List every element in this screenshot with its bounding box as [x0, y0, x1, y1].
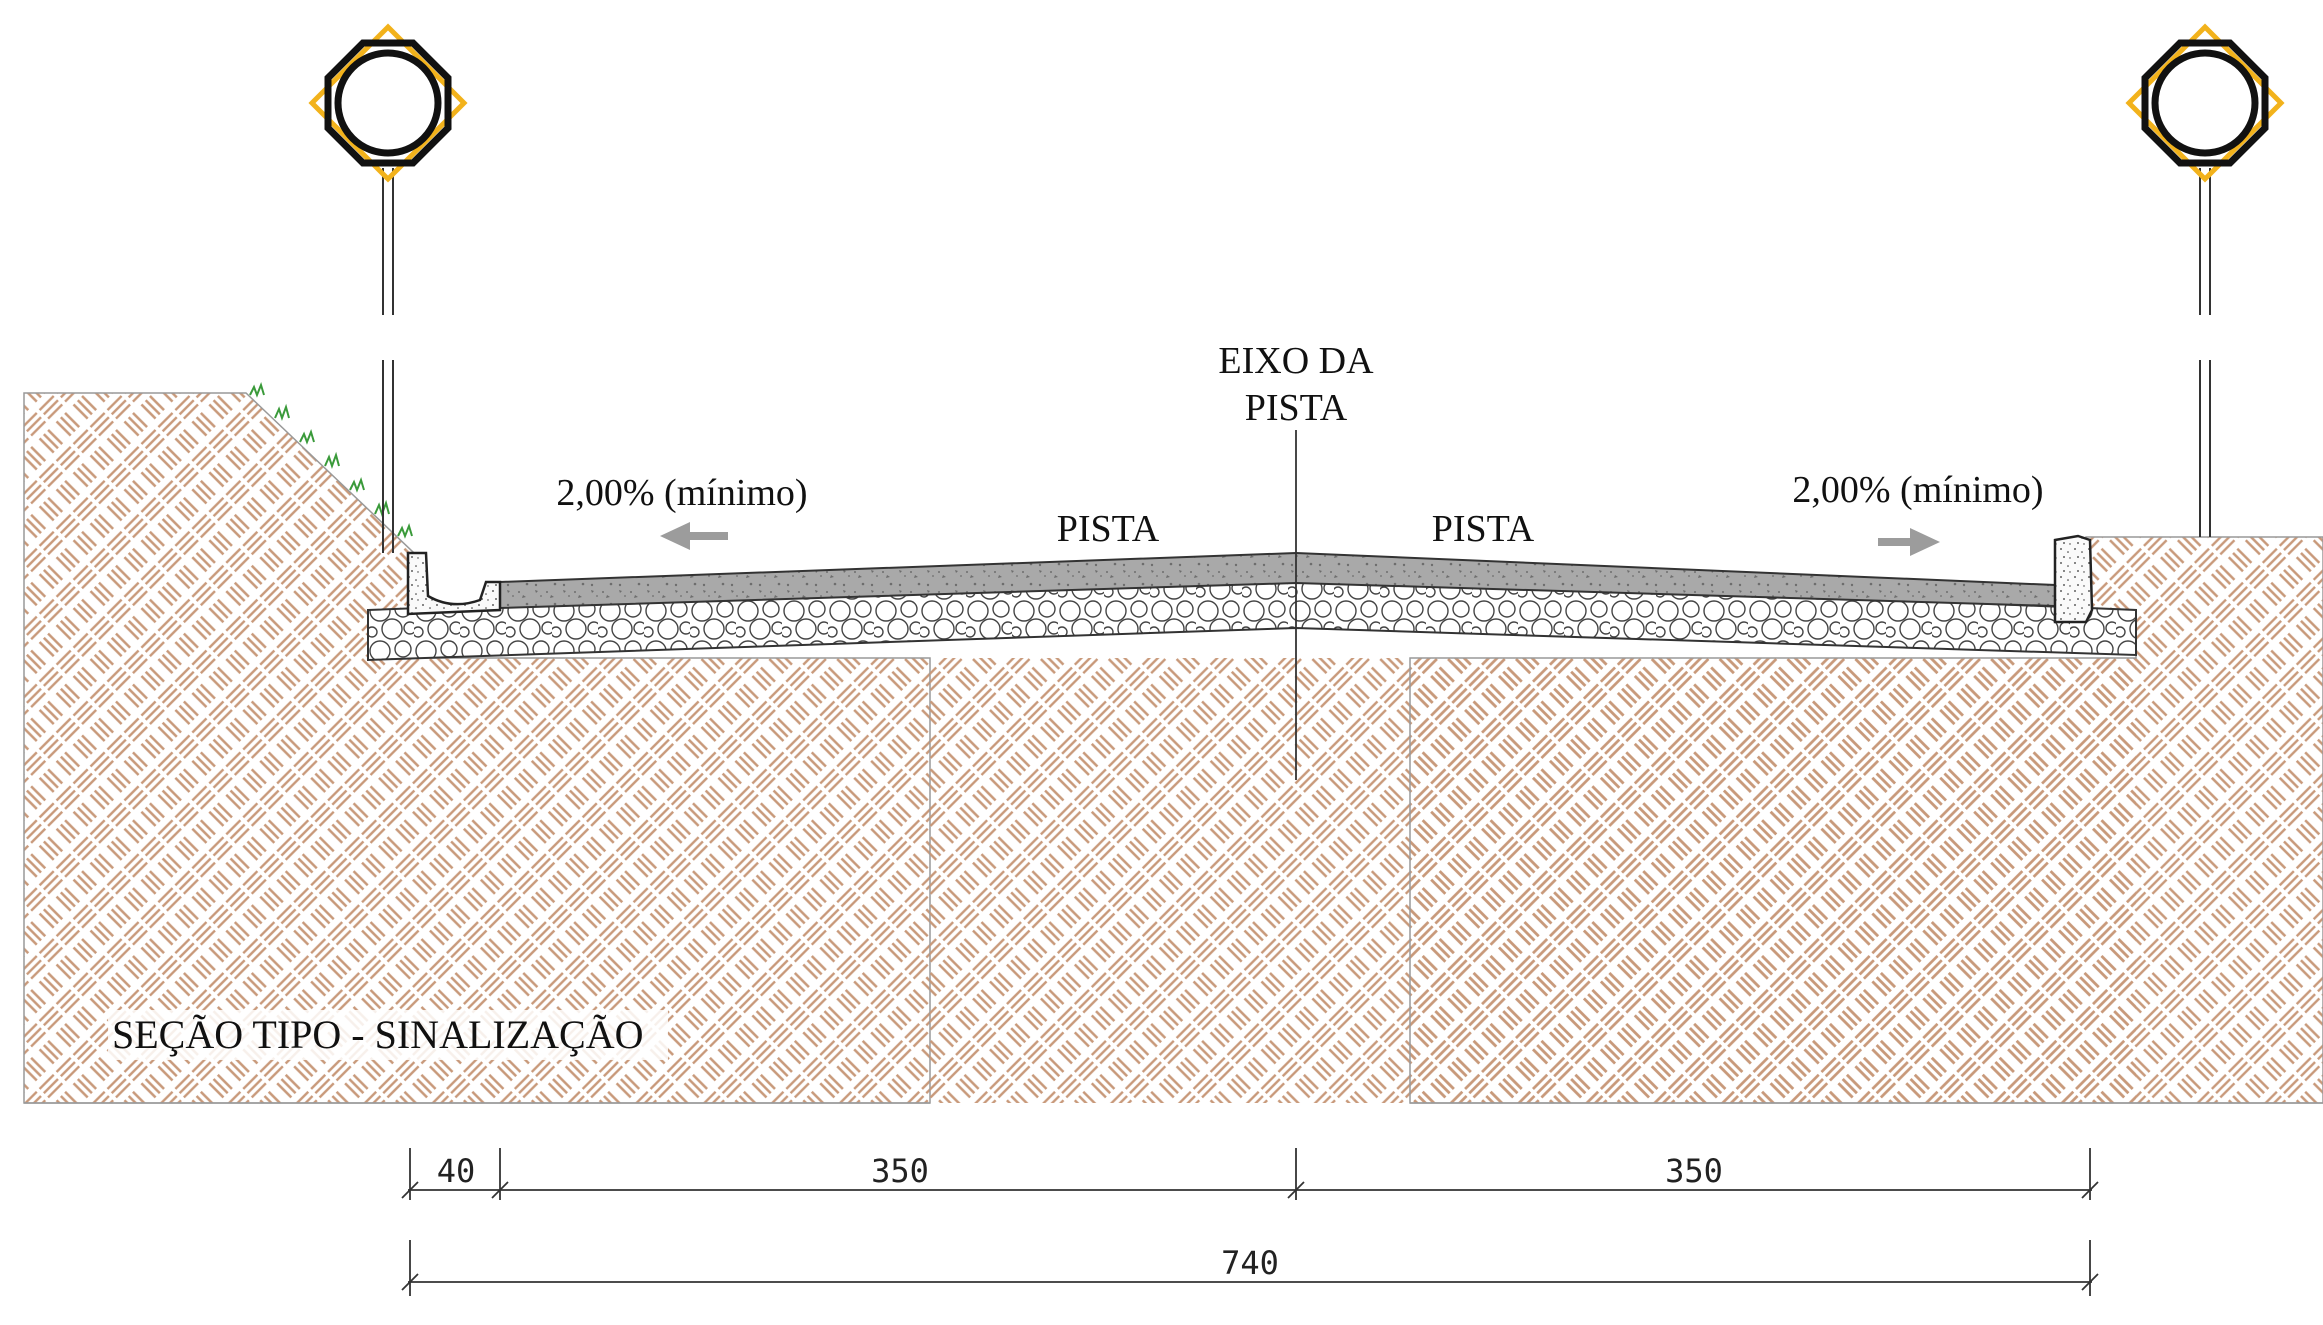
- sign-octagon-outline: [2141, 39, 2269, 167]
- right-slope-arrow-icon: [1878, 528, 1940, 556]
- dimension-row-1: [401, 1148, 2099, 1200]
- sign-diamond: [2125, 23, 2285, 183]
- left-lane-label: PISTA: [1057, 508, 1160, 550]
- centerline-label-line1: EIXO DA: [1218, 340, 1374, 382]
- dimension-gutter: 40: [437, 1152, 476, 1190]
- dimension-left-lane: 350: [871, 1152, 929, 1190]
- section-title: SEÇÃO TIPO - SINALIZAÇÃO: [112, 1012, 643, 1057]
- dimension-row-2: [401, 1240, 2099, 1296]
- centerline-label-line2: PISTA: [1245, 387, 1348, 429]
- right-sign: [2125, 23, 2285, 183]
- left-gutter: [406, 551, 502, 616]
- left-sign: [308, 23, 468, 183]
- right-sign-post: [2199, 168, 2211, 537]
- sign-diamond: [308, 23, 468, 183]
- right-lane-label: PISTA: [1432, 508, 1535, 550]
- left-slope-arrow-icon: [660, 522, 728, 550]
- left-slope-label: 2,00% (mínimo): [556, 472, 807, 514]
- right-curb: [2053, 534, 2094, 624]
- sign-circle: [2151, 49, 2259, 157]
- sign-octagon-outline: [324, 39, 452, 167]
- right-slope-label: 2,00% (mínimo): [1792, 469, 2043, 511]
- terrain: [23, 392, 2323, 1104]
- dimension-total: 740: [1221, 1244, 1279, 1282]
- left-sign-post: [382, 168, 394, 553]
- dimension-right-lane: 350: [1665, 1152, 1723, 1190]
- sign-circle: [334, 49, 442, 157]
